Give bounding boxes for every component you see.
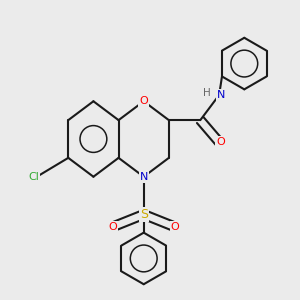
Text: S: S bbox=[140, 208, 148, 221]
Text: O: O bbox=[108, 222, 117, 232]
Text: N: N bbox=[217, 90, 225, 100]
Text: O: O bbox=[171, 222, 179, 232]
Text: H: H bbox=[203, 88, 211, 98]
Text: Cl: Cl bbox=[28, 172, 39, 182]
Text: O: O bbox=[139, 96, 148, 106]
Text: O: O bbox=[216, 137, 225, 147]
Text: N: N bbox=[140, 172, 148, 182]
